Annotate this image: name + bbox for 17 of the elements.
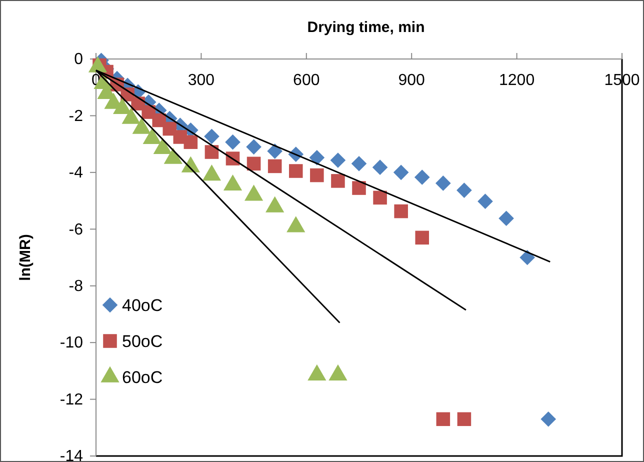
- x-tick-label: 300: [188, 72, 215, 89]
- x-axis-title: Drying time, min: [307, 19, 425, 36]
- y-tick-label: -8: [68, 278, 84, 295]
- y-tick-label: -2: [68, 108, 84, 125]
- y-tick-label: -12: [60, 391, 84, 408]
- legend-label: 40oC: [122, 296, 163, 315]
- y-tick-label: -6: [68, 221, 84, 238]
- y-tick-label: -10: [60, 334, 84, 352]
- x-tick-label: 1200: [499, 72, 535, 89]
- legend-label: 50oC: [122, 332, 163, 351]
- y-axis-title: ln(MR): [17, 234, 34, 281]
- y-tick-label: -4: [68, 164, 84, 182]
- y-tick-label: -14: [60, 448, 84, 462]
- x-tick-label: 900: [398, 72, 426, 89]
- x-tick-label: 600: [293, 72, 320, 89]
- y-tick-label: 0: [74, 51, 84, 68]
- legend-label: 60oC: [122, 368, 163, 387]
